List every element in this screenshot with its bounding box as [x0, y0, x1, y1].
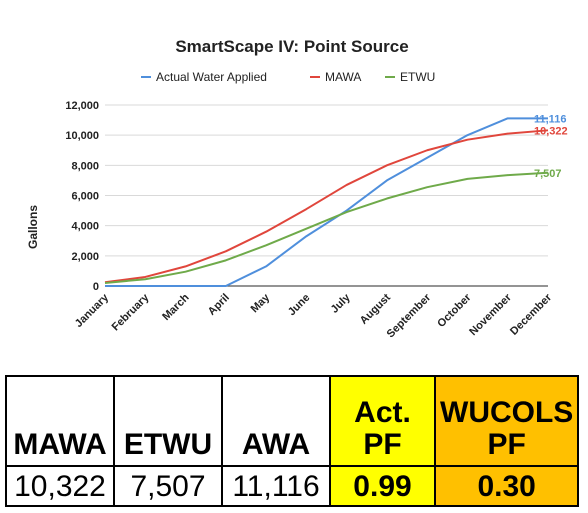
x-tick-label: November: [467, 291, 514, 338]
series-line: [104, 171, 549, 284]
header-awa: AWA: [221, 375, 331, 467]
x-tick-label: July: [329, 291, 354, 316]
header-mawa: MAWA: [5, 375, 115, 467]
header-act-pf: Act. PF: [329, 375, 436, 467]
summary-table: MAWA ETWU AWA Act. PF WUCOLS PF 10,322 7…: [5, 375, 580, 507]
series-line: [105, 117, 548, 287]
x-tick-label: May: [249, 291, 273, 315]
x-tick-label: January: [73, 291, 112, 330]
chart-legend: Actual Water Applied MAWA ETWU: [141, 70, 435, 84]
y-axis-title: Gallons: [26, 205, 40, 249]
value-awa: 11,116: [221, 465, 331, 507]
x-tick-label: August: [358, 291, 394, 327]
y-tick-label: 6,000: [71, 191, 99, 203]
series-end-label: 11,116: [534, 113, 566, 125]
series-end-label: 7,507: [534, 168, 562, 180]
x-tick-label: March: [160, 291, 192, 323]
chart-title: SmartScape IV: Point Source: [175, 37, 408, 56]
x-tick-label: October: [435, 291, 474, 330]
summary-header-row: MAWA ETWU AWA Act. PF WUCOLS PF: [5, 375, 580, 467]
legend-label-etwu: ETWU: [400, 70, 435, 84]
x-tick-label: June: [286, 292, 313, 319]
y-tick-label: 8,000: [71, 160, 99, 172]
y-tick-label: 10,000: [65, 130, 99, 142]
y-tick-label: 12,000: [65, 100, 99, 112]
value-wucols-pf: 0.30: [433, 465, 580, 507]
summary-value-row: 10,322 7,507 11,116 0.99 0.30: [5, 465, 580, 507]
y-tick-label: 4,000: [71, 221, 99, 233]
header-etwu: ETWU: [113, 375, 223, 467]
y-tick-label: 2,000: [71, 251, 99, 263]
x-tick-label: February: [110, 291, 152, 333]
x-tick-label: December: [508, 291, 555, 338]
legend-label-mawa: MAWA: [325, 70, 361, 84]
gridlines: [105, 104, 548, 287]
x-tick-label: September: [385, 291, 434, 340]
value-mawa: 10,322: [5, 465, 115, 507]
x-tick-label: April: [206, 292, 232, 318]
y-axis-ticks: 0 2,000 4,000 6,000 8,000 10,000 12,000: [65, 100, 99, 293]
header-wucols-pf: WUCOLS PF: [433, 375, 580, 467]
value-act-pf: 0.99: [329, 465, 436, 507]
series-lines: [104, 117, 549, 287]
legend-label-actual-water-applied: Actual Water Applied: [156, 70, 267, 84]
series-line: [104, 129, 549, 284]
y-tick-label: 0: [93, 281, 99, 293]
series-end-label: 10,322: [534, 125, 568, 137]
line-chart: SmartScape IV: Point Source Actual Water…: [26, 37, 568, 340]
value-etwu: 7,507: [113, 465, 223, 507]
